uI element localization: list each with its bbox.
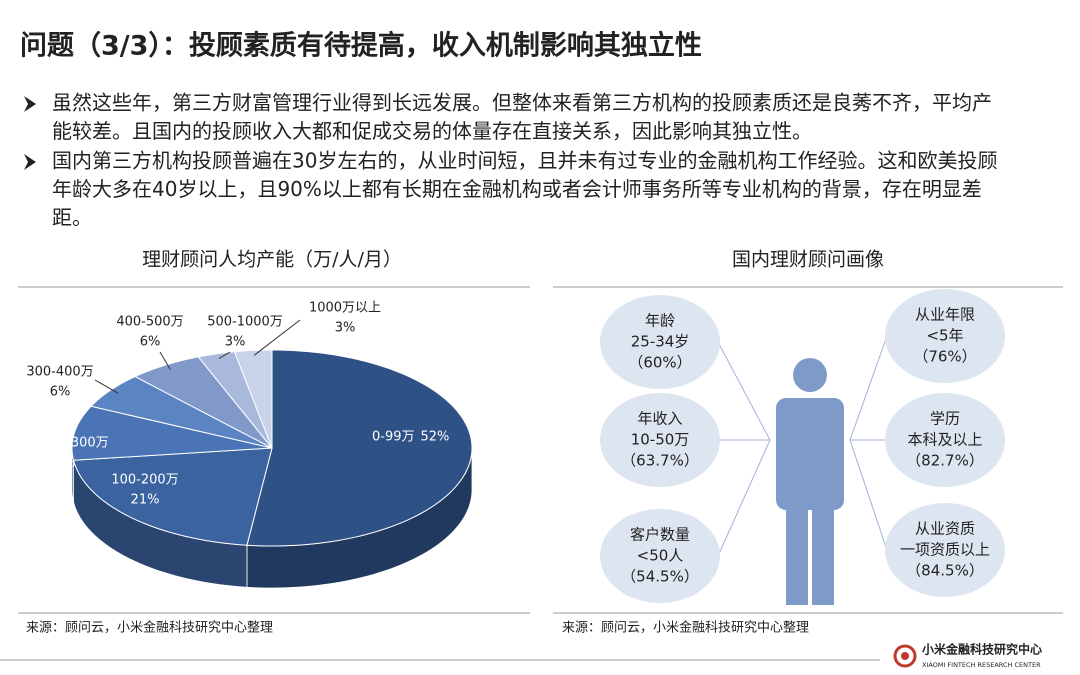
- profile-oval: [885, 393, 1005, 487]
- leader-line: [218, 351, 231, 360]
- source: 来源：顾问云，小米金融科技研究中心整理: [562, 620, 809, 636]
- pie-chart: 0-99万 52% 100-200万 21% 200-300万 9% 300-400万 6% 4…: [26, 301, 473, 589]
- pie-category-label: 200-300万: [41, 436, 108, 451]
- profile-text: （82.7%）: [906, 452, 984, 470]
- pie-value-label: 21%: [131, 493, 160, 508]
- profile-text: 年龄: [645, 312, 675, 330]
- diagram-title: 国内理财顾问画像: [732, 249, 884, 271]
- pie-category-label: 100-200万: [111, 473, 178, 488]
- pie-category-label: 1000万以上: [309, 301, 381, 316]
- logo-mark: [893, 644, 917, 668]
- pie-slice: [246, 349, 473, 547]
- profile-text: （63.7%）: [621, 452, 699, 470]
- profile-text: 25-34岁: [631, 333, 690, 351]
- profile-text: 从业年限: [915, 306, 975, 324]
- pie-value-label: 6%: [140, 335, 161, 350]
- profile-oval: [885, 289, 1005, 383]
- profile-oval: [600, 393, 720, 487]
- profile-text: （54.5%）: [621, 568, 699, 586]
- profile-text: （84.5%）: [906, 562, 984, 580]
- connector: [849, 335, 888, 441]
- pie-category-label: 300-400万: [26, 365, 93, 380]
- bullet-marker: [24, 96, 36, 112]
- profile-oval: [885, 503, 1005, 597]
- pie-category-label: 400-500万: [116, 315, 183, 330]
- pie-slice: [72, 447, 273, 546]
- pie-category-label: 0-99万: [372, 430, 415, 445]
- profile-oval: [600, 509, 720, 603]
- profile-text: （76%）: [913, 348, 976, 366]
- connector: [717, 341, 771, 441]
- slide-title: 问题（3/3）：投顾素质有待提高，收入机制影响其独立性: [20, 30, 702, 62]
- person-figure: [776, 358, 844, 605]
- pie-value-label: 3%: [225, 335, 246, 350]
- connector: [717, 439, 771, 557]
- bullet-marker: [24, 154, 36, 170]
- pie-slice: [197, 351, 273, 449]
- profile-text: 年收入: [637, 410, 682, 428]
- diagram: 年龄 25-34岁 （60%） 年收入 10-50万 （63.7%） 客户数量 <50人 （54…: [600, 289, 1005, 603]
- pie-value-label: 9%: [55, 456, 76, 471]
- profile-text: 从业资质: [915, 520, 975, 538]
- bullet-text: 能较差。且国内的投顾收入大都和促成交易的体量存在直接关系，因此影响其独立性。: [52, 119, 812, 143]
- pie-value-label: 3%: [335, 321, 356, 336]
- logo-name: 小米金融科技研究中心: [922, 642, 1042, 657]
- leader-line: [253, 319, 301, 356]
- profile-text: 本科及以上: [907, 431, 982, 449]
- pie-slice: [133, 356, 273, 449]
- bullet-text: 距。: [52, 206, 92, 230]
- profile-oval: [600, 295, 720, 389]
- profile-text: （60%）: [628, 354, 691, 372]
- leader-line: [159, 351, 171, 370]
- bullet-text: 虽然这些年，第三方财富管理行业得到长远发展。但整体来看第三方机构的投顾素质还是良…: [52, 91, 992, 115]
- pie-slice: [233, 349, 273, 449]
- profile-text: <50人: [637, 547, 684, 565]
- bullet-text: 国内第三方机构投顾普遍在30岁左右的，从业时间短，且并未有过专业的金融机构工作经…: [52, 149, 997, 173]
- profile-text: 学历: [930, 410, 960, 428]
- logo-mark: [901, 652, 909, 660]
- profile-text: <5年: [926, 327, 963, 345]
- profile-text: 一项资质以上: [900, 541, 990, 559]
- pie-value-label: 52%: [421, 430, 450, 445]
- logo-subtitle: XIAOMI FINTECH RESEARCH CENTER: [922, 661, 1041, 669]
- profile-text: 客户数量: [630, 526, 690, 544]
- bullet-text: 年龄大多在40岁以上，且90%以上都有长期在金融机构或者会计师事务所等专业机构的…: [52, 177, 982, 201]
- connector: [849, 439, 888, 551]
- source: 来源：顾问云，小米金融科技研究中心整理: [26, 620, 273, 636]
- pie-category-label: 500-1000万: [207, 315, 283, 330]
- pie-slice: [71, 405, 273, 461]
- profile-text: 10-50万: [631, 431, 690, 449]
- pie-value-label: 6%: [50, 385, 71, 400]
- pie-slice: [90, 376, 273, 449]
- chart-title: 理财顾问人均产能（万/人/月）: [142, 249, 402, 271]
- leader-line: [94, 379, 119, 394]
